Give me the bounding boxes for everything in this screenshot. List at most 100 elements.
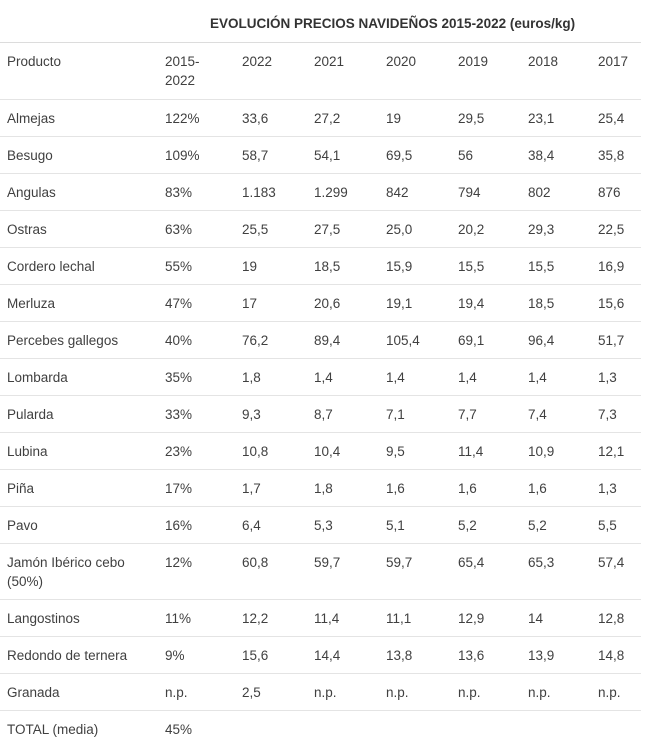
price-cell: 27,5 <box>307 211 379 248</box>
price-cell: n.p. <box>379 674 451 711</box>
price-cell: 14,4 <box>307 637 379 674</box>
price-cell: 794 <box>451 174 521 211</box>
price-cell: 12,2 <box>235 600 307 637</box>
change-cell: 23% <box>158 433 235 470</box>
price-cell: 9,5 <box>379 433 451 470</box>
product-cell: Jamón Ibérico cebo (50%) <box>0 544 158 600</box>
price-cell: 19 <box>379 100 451 137</box>
price-cell: 1,6 <box>521 470 591 507</box>
change-cell: 47% <box>158 285 235 322</box>
price-cell: 1,6 <box>379 470 451 507</box>
change-cell: 33% <box>158 396 235 433</box>
price-cell: 27,2 <box>307 100 379 137</box>
header-change-line1: 2015- <box>165 54 200 69</box>
product-cell: Percebes gallegos <box>0 322 158 359</box>
header-year: 2020 <box>379 43 451 100</box>
change-cell: 12% <box>158 544 235 600</box>
product-cell: Pavo <box>0 507 158 544</box>
price-cell: 8,7 <box>307 396 379 433</box>
price-cell: 1,8 <box>307 470 379 507</box>
price-cell: 89,4 <box>307 322 379 359</box>
price-cell: 33,6 <box>235 100 307 137</box>
price-cell: 19 <box>235 248 307 285</box>
product-cell: Ostras <box>0 211 158 248</box>
price-cell: 7,1 <box>379 396 451 433</box>
price-cell: 1,6 <box>451 470 521 507</box>
header-change: 2015- 2022 <box>158 43 235 100</box>
price-table-figure: EVOLUCIÓN PRECIOS NAVIDEÑOS 2015-2022 (e… <box>0 0 645 730</box>
price-cell: 25,0 <box>379 211 451 248</box>
price-cell: n.p. <box>307 674 379 711</box>
product-cell: Almejas <box>0 100 158 137</box>
change-cell: 17% <box>158 470 235 507</box>
change-cell: n.p. <box>158 674 235 711</box>
product-cell: Pularda <box>0 396 158 433</box>
price-cell: 7,7 <box>451 396 521 433</box>
product-cell: Lombarda <box>0 359 158 396</box>
price-cell: 11,4 <box>451 433 521 470</box>
price-cell: 15,6 <box>235 637 307 674</box>
price-cell: 15,5 <box>451 248 521 285</box>
price-cell: 58,7 <box>235 137 307 174</box>
price-cell: 65,3 <box>521 544 591 600</box>
product-cell: Besugo <box>0 137 158 174</box>
price-cell: 25,4 <box>591 100 641 137</box>
header-change-line2: 2022 <box>165 73 195 88</box>
price-cell: 1,4 <box>379 359 451 396</box>
product-cell: Cordero lechal <box>0 248 158 285</box>
price-cell: 10,9 <box>521 433 591 470</box>
price-cell: 69,5 <box>379 137 451 174</box>
header-year: 2021 <box>307 43 379 100</box>
price-cell: 2,5 <box>235 674 307 711</box>
price-cell: n.p. <box>521 674 591 711</box>
price-cell: n.p. <box>591 674 641 711</box>
price-cell: 69,1 <box>451 322 521 359</box>
price-cell: 7,4 <box>521 396 591 433</box>
product-cell: Granada <box>0 674 158 711</box>
price-cell: 11,1 <box>379 600 451 637</box>
price-cell: 802 <box>521 174 591 211</box>
price-cell <box>521 711 591 747</box>
price-cell: 876 <box>591 174 641 211</box>
price-cell: 35,8 <box>591 137 641 174</box>
change-cell: 83% <box>158 174 235 211</box>
price-cell: 17 <box>235 285 307 322</box>
price-cell: 14 <box>521 600 591 637</box>
product-cell: Merluza <box>0 285 158 322</box>
price-cell: 25,5 <box>235 211 307 248</box>
price-cell: 6,4 <box>235 507 307 544</box>
product-cell: Lubina <box>0 433 158 470</box>
header-year: 2017 <box>591 43 641 100</box>
product-cell: Redondo de ternera <box>0 637 158 674</box>
price-cell: 56 <box>451 137 521 174</box>
price-cell: 10,8 <box>235 433 307 470</box>
price-cell: 76,2 <box>235 322 307 359</box>
change-cell: 35% <box>158 359 235 396</box>
price-cell: 842 <box>379 174 451 211</box>
price-table: Producto 2015-2022 2022 2021 2020 2019 2… <box>0 42 641 747</box>
price-cell: 15,6 <box>591 285 641 322</box>
product-cell: TOTAL (media) <box>0 711 158 747</box>
price-cell: 1,4 <box>521 359 591 396</box>
header-year: 2019 <box>451 43 521 100</box>
change-cell: 122% <box>158 100 235 137</box>
change-cell: 55% <box>158 248 235 285</box>
price-cell: 19,4 <box>451 285 521 322</box>
header-row: Producto 2015-2022 2022 2021 2020 2019 2… <box>0 43 641 100</box>
change-cell: 40% <box>158 322 235 359</box>
price-cell: 5,1 <box>379 507 451 544</box>
price-cell: 96,4 <box>521 322 591 359</box>
change-cell: 109% <box>158 137 235 174</box>
price-cell: 60,8 <box>235 544 307 600</box>
